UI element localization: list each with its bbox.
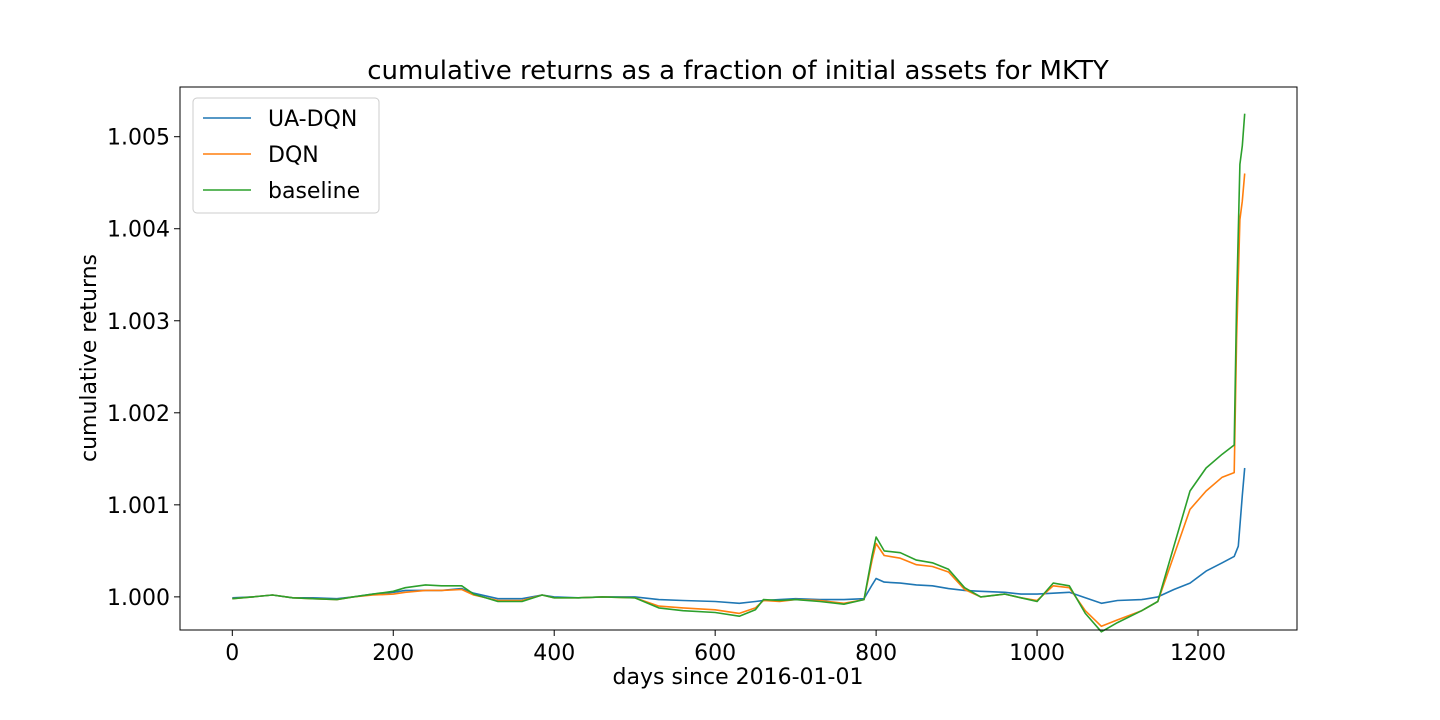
x-tick-label: 800 (855, 641, 897, 666)
series-line-baseline (232, 113, 1246, 633)
y-tick-label: 1.000 (107, 586, 170, 611)
y-tick-label: 1.001 (107, 494, 170, 519)
chart-title: cumulative returns as a fraction of init… (367, 56, 1109, 86)
x-tick-label: 600 (694, 641, 736, 666)
legend-label: DQN (268, 143, 319, 168)
y-axis: 1.000 1.001 1.002 1.003 1.004 1.005 (107, 126, 180, 611)
x-axis: 0 200 400 600 800 1000 1200 (225, 630, 1226, 666)
x-tick-label: 0 (225, 641, 239, 666)
x-axis-label: days since 2016-01-01 (613, 665, 864, 690)
y-tick-label: 1.005 (107, 126, 170, 151)
x-tick-label: 400 (533, 641, 575, 666)
legend: UA-DQN DQN baseline (192, 97, 380, 214)
plot-frame (179, 86, 1298, 631)
x-tick-label: 1200 (1170, 641, 1226, 666)
x-tick-label: 1000 (1009, 641, 1065, 666)
legend-label: UA-DQN (268, 107, 357, 132)
x-tick-label: 200 (372, 641, 414, 666)
legend-box (192, 97, 380, 214)
y-tick-label: 1.004 (107, 218, 170, 243)
legend-label: baseline (268, 179, 360, 204)
y-tick-label: 1.003 (107, 310, 170, 335)
y-axis-label: cumulative returns (77, 254, 102, 462)
y-tick-label: 1.002 (107, 402, 170, 427)
series-layer (232, 113, 1246, 633)
